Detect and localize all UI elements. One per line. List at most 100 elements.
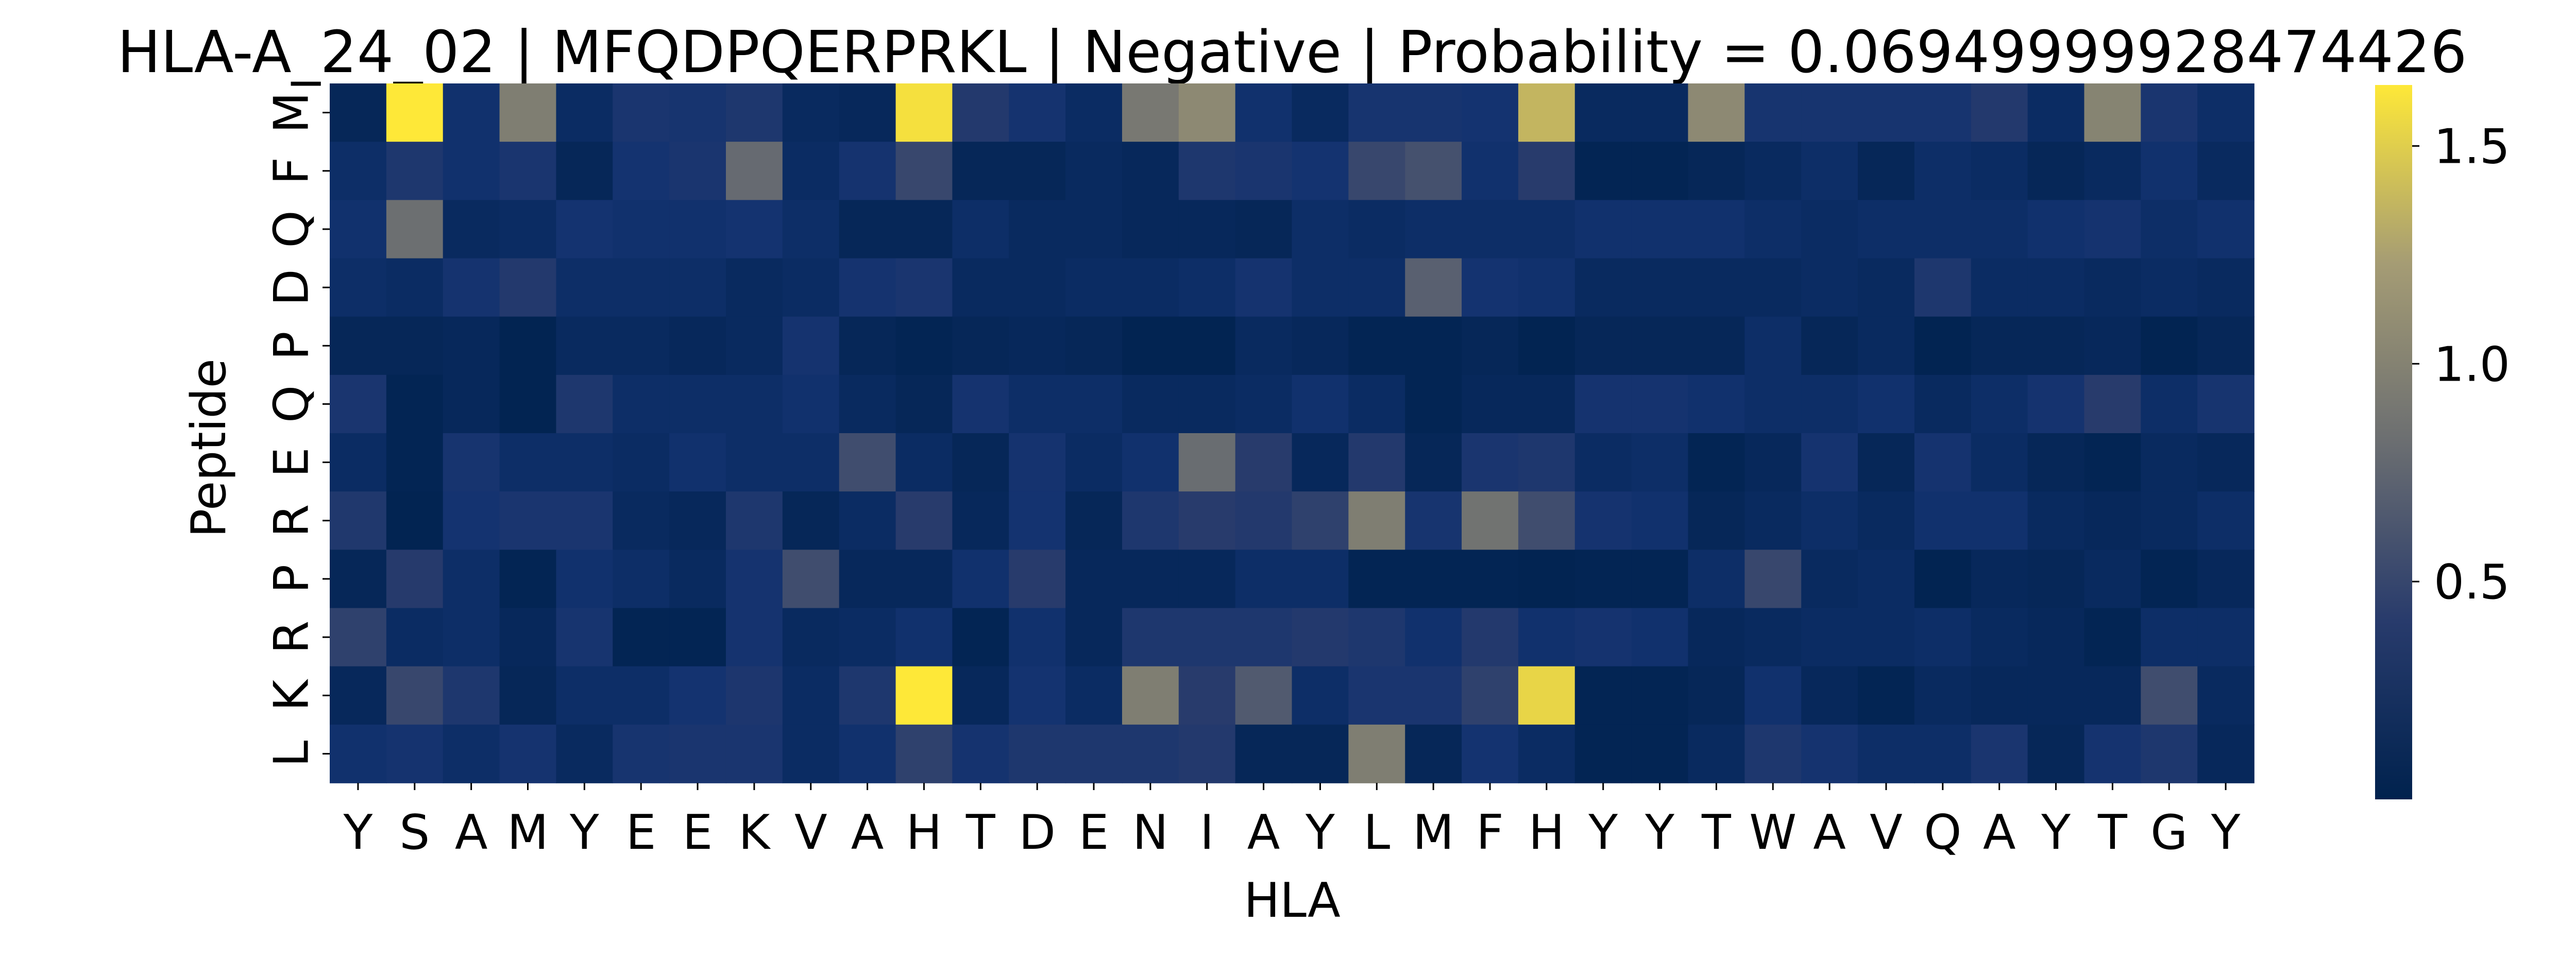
heatmap-cell bbox=[1801, 200, 1858, 259]
heatmap-cell bbox=[1122, 83, 1179, 142]
heatmap-cell bbox=[1065, 666, 1123, 725]
heatmap-cell bbox=[952, 316, 1010, 375]
heatmap-cell bbox=[1518, 433, 1575, 492]
heatmap-cell bbox=[1801, 724, 1858, 783]
heatmap-cell bbox=[330, 724, 387, 783]
heatmap-cell bbox=[1405, 666, 1462, 725]
heatmap-cell bbox=[613, 142, 670, 201]
y-tick-label: E bbox=[263, 447, 319, 477]
heatmap-cell bbox=[1065, 374, 1123, 434]
heatmap-cell bbox=[669, 200, 726, 259]
heatmap-cell bbox=[1405, 433, 1462, 492]
heatmap-cell bbox=[782, 374, 840, 434]
x-tick-label: F bbox=[1476, 805, 1504, 860]
heatmap-cell bbox=[1914, 433, 1972, 492]
heatmap-cell bbox=[1631, 374, 1689, 434]
heatmap-cell bbox=[1744, 550, 1802, 609]
heatmap-cell bbox=[1858, 83, 1915, 142]
heatmap-cell bbox=[1235, 491, 1293, 551]
heatmap-cell bbox=[2027, 374, 2085, 434]
colorbar-tick-label: 1.5 bbox=[2434, 118, 2510, 174]
heatmap-cell bbox=[725, 608, 783, 667]
heatmap-cell bbox=[499, 258, 557, 317]
heatmap-cell bbox=[499, 142, 557, 201]
colorbar-tick-label: 0.5 bbox=[2434, 554, 2510, 610]
heatmap-cell bbox=[1574, 374, 1632, 434]
heatmap-cell bbox=[1801, 491, 1858, 551]
heatmap-cell bbox=[2084, 142, 2142, 201]
heatmap-cell bbox=[1631, 142, 1689, 201]
heatmap-cell bbox=[1914, 608, 1972, 667]
heatmap-cell bbox=[1914, 550, 1972, 609]
heatmap-cell bbox=[1235, 666, 1293, 725]
x-axis-label: HLA bbox=[1244, 873, 1341, 928]
x-tick-label: T bbox=[1701, 805, 1732, 860]
heatmap-cell bbox=[386, 316, 444, 375]
heatmap-cell bbox=[1292, 433, 1349, 492]
heatmap-cell bbox=[1292, 83, 1349, 142]
heatmap-cell bbox=[839, 550, 896, 609]
heatmap-cell bbox=[613, 374, 670, 434]
heatmap-cell bbox=[1405, 724, 1462, 783]
heatmap-cell bbox=[1574, 724, 1632, 783]
heatmap-cell bbox=[1631, 666, 1689, 725]
heatmap-cell bbox=[1631, 491, 1689, 551]
heatmap-cell bbox=[1462, 258, 1519, 317]
heatmap-cell bbox=[1462, 433, 1519, 492]
heatmap-cell bbox=[1971, 608, 2028, 667]
heatmap-cell bbox=[443, 316, 500, 375]
heatmap-cell bbox=[1518, 374, 1575, 434]
x-tick-label: S bbox=[399, 805, 430, 860]
heatmap-cell bbox=[1744, 608, 1802, 667]
heatmap-cell bbox=[330, 258, 387, 317]
heatmap-cell bbox=[2141, 83, 2198, 142]
heatmap-cell bbox=[1518, 666, 1575, 725]
heatmap-cell bbox=[2141, 142, 2198, 201]
heatmap-cell bbox=[2197, 200, 2255, 259]
heatmap-cell bbox=[1631, 258, 1689, 317]
heatmap-cell bbox=[895, 316, 953, 375]
heatmap-cell bbox=[2141, 316, 2198, 375]
heatmap-cell bbox=[1971, 200, 2028, 259]
heatmap-cell bbox=[669, 491, 726, 551]
heatmap-cell bbox=[1971, 666, 2028, 725]
heatmap-cell bbox=[330, 316, 387, 375]
heatmap-cell bbox=[2197, 550, 2255, 609]
heatmap-cell bbox=[895, 200, 953, 259]
heatmap-cell bbox=[725, 550, 783, 609]
heatmap-cell bbox=[1009, 316, 1066, 375]
heatmap-cell bbox=[556, 724, 614, 783]
heatmap-cell bbox=[386, 550, 444, 609]
heatmap-cell bbox=[839, 200, 896, 259]
heatmap-cell bbox=[1518, 491, 1575, 551]
heatmap-cell bbox=[1858, 666, 1915, 725]
heatmap-cell bbox=[1462, 491, 1519, 551]
heatmap-cell bbox=[1178, 724, 1236, 783]
heatmap-cell bbox=[1065, 316, 1123, 375]
heatmap-cell bbox=[2084, 316, 2142, 375]
heatmap-cell bbox=[1914, 666, 1972, 725]
heatmap-cell bbox=[1914, 491, 1972, 551]
heatmap-cell bbox=[839, 433, 896, 492]
heatmap-cell bbox=[2027, 491, 2085, 551]
heatmap-cell bbox=[1462, 608, 1519, 667]
y-tick-label: Q bbox=[263, 385, 319, 423]
heatmap-cell bbox=[1122, 200, 1179, 259]
heatmap-cell bbox=[1178, 83, 1236, 142]
heatmap-cell bbox=[613, 258, 670, 317]
heatmap-cell bbox=[443, 83, 500, 142]
heatmap-cell bbox=[556, 433, 614, 492]
heatmap-cell bbox=[1518, 83, 1575, 142]
heatmap-cell bbox=[725, 374, 783, 434]
heatmap-cell bbox=[1688, 258, 1745, 317]
heatmap-cell bbox=[1744, 200, 1802, 259]
heatmap-cell bbox=[1405, 316, 1462, 375]
heatmap-cell bbox=[2197, 666, 2255, 725]
heatmap-cell bbox=[1914, 83, 1972, 142]
heatmap-cell bbox=[1235, 374, 1293, 434]
heatmap-cell bbox=[1801, 258, 1858, 317]
heatmap-cell bbox=[1858, 258, 1915, 317]
heatmap-cell bbox=[1065, 142, 1123, 201]
heatmap-cell bbox=[386, 258, 444, 317]
